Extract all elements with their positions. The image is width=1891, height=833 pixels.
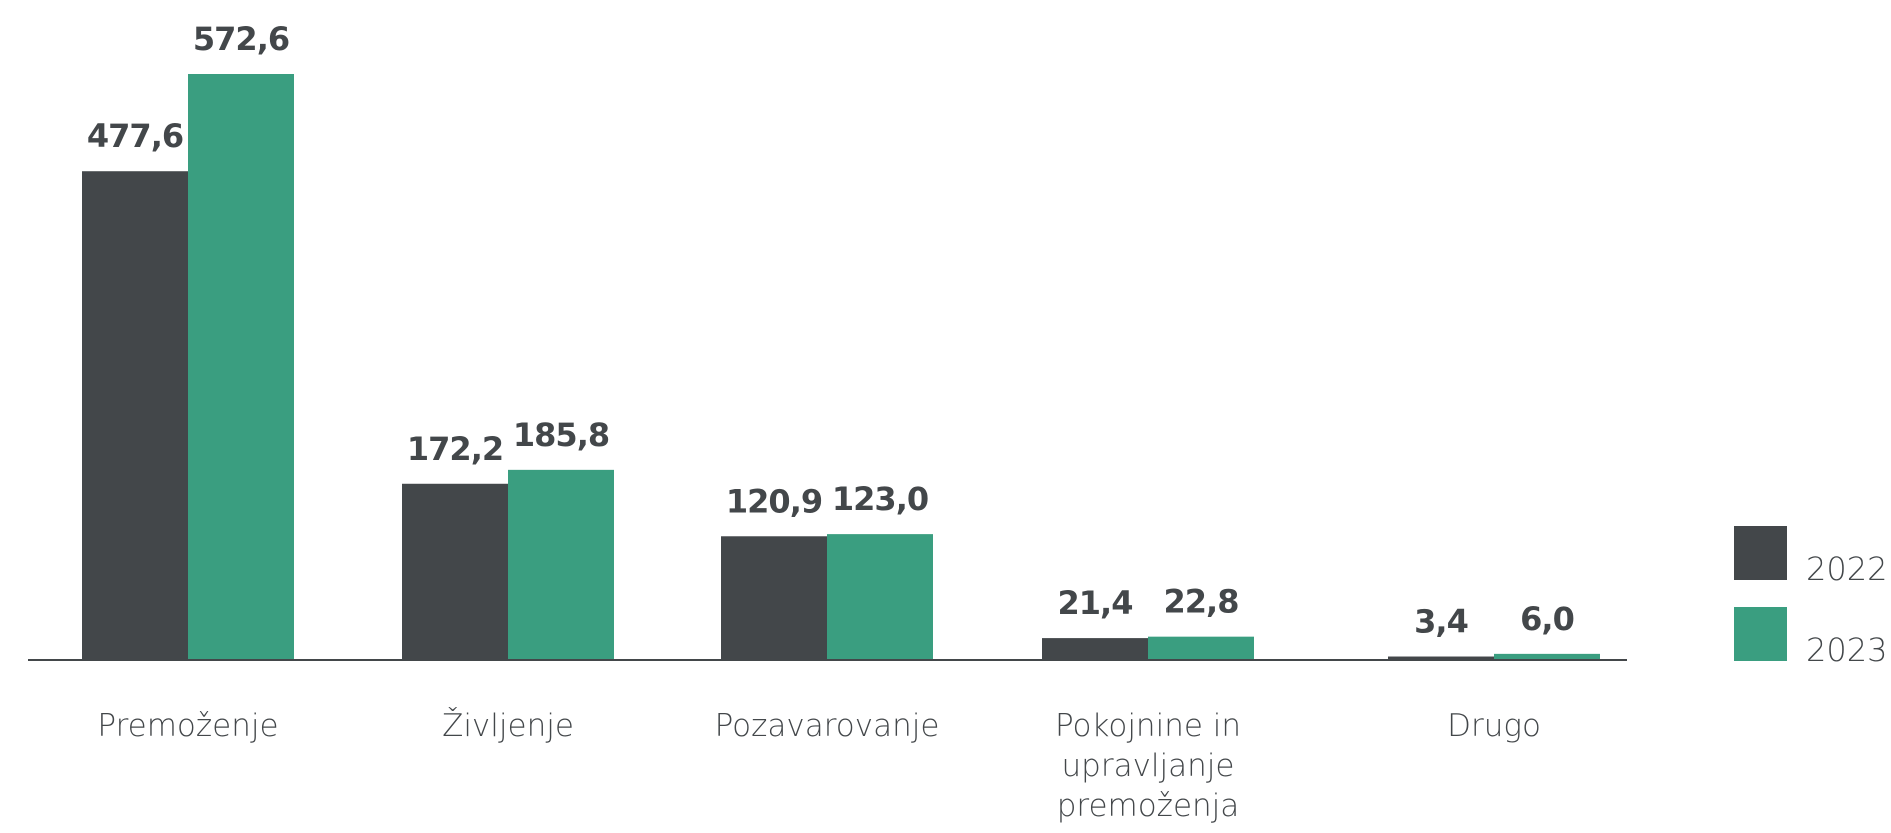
value-label: 123,0: [832, 480, 928, 518]
value-label: 3,4: [1414, 603, 1468, 641]
bar: [827, 534, 933, 660]
x-tick-label: Drugo: [1447, 708, 1541, 744]
bar: [1042, 638, 1148, 660]
value-label: 6,0: [1520, 600, 1574, 638]
bar: [1388, 656, 1494, 660]
legend-swatch: [1734, 526, 1787, 580]
value-label: 185,8: [513, 416, 609, 454]
x-tick-label: Pozavarovanje: [714, 708, 940, 744]
value-label: 477,6: [87, 117, 183, 155]
bar: [508, 469, 614, 660]
x-tick-label: Pokojnine in upravljanje premoženja: [1054, 708, 1242, 824]
bar: [402, 483, 508, 660]
value-label: 120,9: [726, 482, 822, 520]
bar: [1148, 636, 1254, 660]
bar: [721, 536, 827, 660]
x-tick-label: Premoženje: [97, 708, 279, 744]
legend-swatch: [1734, 607, 1787, 661]
bar: [188, 74, 294, 660]
value-label: 172,2: [407, 430, 503, 468]
value-label: 22,8: [1164, 583, 1239, 621]
bar: [1494, 653, 1600, 660]
x-tick-label: Življenje: [442, 708, 574, 744]
bar: [82, 171, 188, 660]
value-label: 21,4: [1058, 584, 1133, 622]
legend-label: 2023: [1806, 631, 1887, 669]
legend-label: 2022: [1806, 550, 1887, 588]
value-label: 572,6: [193, 20, 289, 58]
